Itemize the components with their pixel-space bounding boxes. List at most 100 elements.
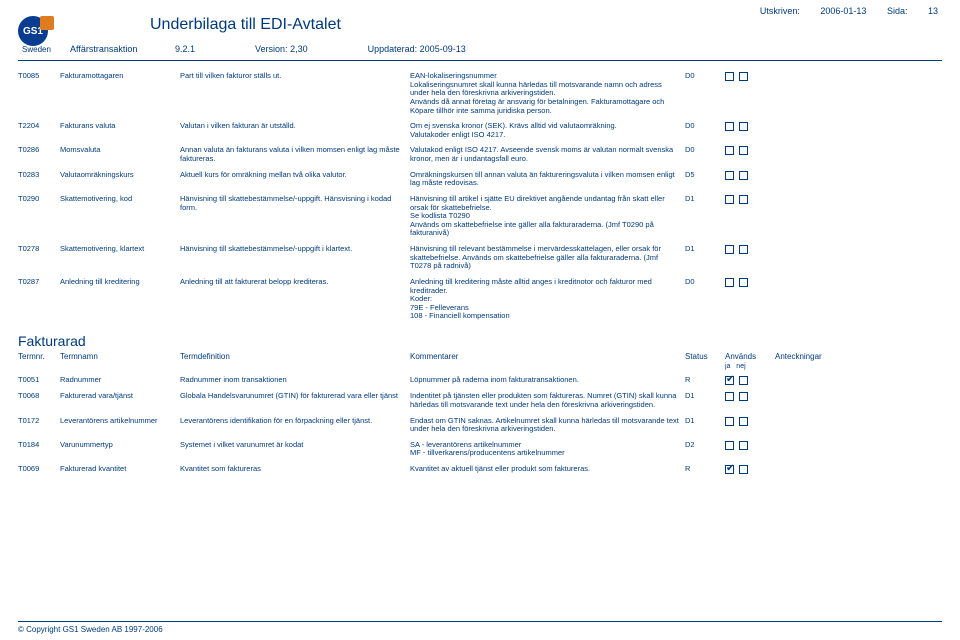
- col-anteckningar: Anteckningar: [775, 351, 942, 363]
- term-comment: EAN-lokaliseringsnummerLokaliseringsnumr…: [410, 71, 685, 121]
- checkbox-ja[interactable]: [725, 245, 734, 254]
- term-notes: [775, 170, 942, 194]
- term-comment: Endast om GTIN saknas. Artikelnumret ska…: [410, 416, 685, 440]
- checkbox-ja[interactable]: [725, 171, 734, 180]
- term-def: Valutan i vilken fakturan är utställd.: [180, 121, 410, 145]
- term-def: Kvantitet som faktureras: [180, 464, 410, 480]
- term-id: T0283: [18, 170, 60, 194]
- term-def: Anledning till att fakturerat belopp kre…: [180, 277, 410, 327]
- term-status: R: [685, 464, 725, 480]
- term-name: Fakturerad kvantitet: [60, 464, 180, 480]
- term-checks: [725, 145, 775, 169]
- checkbox-nej[interactable]: [739, 72, 748, 81]
- term-name: Skattemotivering, kod: [60, 194, 180, 244]
- term-comment: SA - leverantörens artikelnummerMF - til…: [410, 440, 685, 464]
- version-value: 2,30: [290, 44, 308, 54]
- table-row: T0085FakturamottagarenPart till vilken f…: [18, 71, 942, 121]
- term-id: T0286: [18, 145, 60, 169]
- term-checks: [725, 194, 775, 244]
- term-notes: [775, 277, 942, 327]
- header: GS1 Sweden Underbilaga till EDI-Avtalet …: [18, 16, 942, 54]
- col-def: Termdefinition: [180, 351, 410, 363]
- checkbox-nej[interactable]: [739, 278, 748, 287]
- term-comment: Hänvisning till artikel i sjätte EU dire…: [410, 194, 685, 244]
- term-checks: [725, 375, 775, 391]
- term-comment: Löpnummer på raderna inom fakturatransak…: [410, 375, 685, 391]
- page-label: Sida:: [887, 6, 908, 16]
- table-subheader-row: ja nej: [18, 363, 942, 375]
- updated-value: 2005-09-13: [420, 44, 466, 54]
- affar-label: Affärstransaktion: [70, 44, 175, 54]
- table-row: T0184VarunummertypSystemet i vilket varu…: [18, 440, 942, 464]
- term-status: D5: [685, 170, 725, 194]
- term-status: D1: [685, 194, 725, 244]
- printed-label: Utskriven:: [760, 6, 800, 16]
- term-name: Fakturamottagaren: [60, 71, 180, 121]
- term-def: Part till vilken fakturor ställs ut.: [180, 71, 410, 121]
- checkbox-nej[interactable]: [739, 441, 748, 450]
- checkbox-ja[interactable]: [725, 417, 734, 426]
- table-row: T0278Skattemotivering, klartextHänvisnin…: [18, 244, 942, 277]
- checkbox-nej[interactable]: [739, 171, 748, 180]
- term-id: T0051: [18, 375, 60, 391]
- checkbox-ja[interactable]: [725, 441, 734, 450]
- term-id: T0172: [18, 416, 60, 440]
- term-id: T0068: [18, 391, 60, 415]
- gs1-logo: GS1 Sweden: [18, 16, 62, 50]
- table-row: T0287Anledning till krediteringAnledning…: [18, 277, 942, 327]
- page-number: 13: [928, 6, 938, 16]
- terms-table-1: T0085FakturamottagarenPart till vilken f…: [18, 71, 942, 327]
- term-status: D0: [685, 71, 725, 121]
- term-def: Leverantörens identifikation för en förp…: [180, 416, 410, 440]
- term-checks: [725, 121, 775, 145]
- header-divider: [18, 60, 942, 61]
- term-checks: [725, 71, 775, 121]
- checkbox-ja[interactable]: [725, 278, 734, 287]
- term-id: T0085: [18, 71, 60, 121]
- col-termnr: Termnr.: [18, 351, 60, 363]
- page-title: Underbilaga till EDI-Avtalet: [150, 16, 942, 34]
- table-header-row: Termnr. Termnamn Termdefinition Kommenta…: [18, 351, 942, 363]
- col-komm: Kommentarer: [410, 351, 685, 363]
- checkbox-nej[interactable]: [739, 465, 748, 474]
- term-status: D1: [685, 244, 725, 277]
- checkbox-ja[interactable]: [725, 146, 734, 155]
- term-name: Anledning till kreditering: [60, 277, 180, 327]
- table-row: T0283ValutaomräkningskursAktuell kurs fö…: [18, 170, 942, 194]
- checkbox-ja[interactable]: [725, 195, 734, 204]
- logo-subtext: Sweden: [22, 45, 51, 54]
- term-comment: Kvantitet av aktuell tjänst eller produk…: [410, 464, 685, 480]
- checkbox-nej[interactable]: [739, 245, 748, 254]
- term-notes: [775, 121, 942, 145]
- col-termnamn: Termnamn: [60, 351, 180, 363]
- term-checks: [725, 391, 775, 415]
- section-title: Fakturarad: [18, 333, 942, 349]
- term-comment: Anledning till kreditering måste alltid …: [410, 277, 685, 327]
- term-status: D1: [685, 416, 725, 440]
- checkbox-ja[interactable]: [725, 122, 734, 131]
- checkbox-nej[interactable]: [739, 417, 748, 426]
- checkbox-nej[interactable]: [739, 122, 748, 131]
- col-status: Status: [685, 351, 725, 363]
- term-name: Leverantörens artikelnummer: [60, 416, 180, 440]
- checkbox-nej[interactable]: [739, 195, 748, 204]
- checkbox-ja[interactable]: [725, 465, 734, 474]
- table-row: T0068Fakturerad vara/tjänstGlobala Hande…: [18, 391, 942, 415]
- checkbox-nej[interactable]: [739, 376, 748, 385]
- checkbox-ja[interactable]: [725, 376, 734, 385]
- footer-copyright: © Copyright GS1 Sweden AB 1997-2006: [18, 621, 942, 634]
- term-notes: [775, 464, 942, 480]
- term-checks: [725, 277, 775, 327]
- term-def: Hänvisning till skattebestämmelse/-uppgi…: [180, 194, 410, 244]
- table-row: T0172Leverantörens artikelnummerLeverant…: [18, 416, 942, 440]
- term-notes: [775, 375, 942, 391]
- term-status: D0: [685, 121, 725, 145]
- term-name: Radnummer: [60, 375, 180, 391]
- checkbox-nej[interactable]: [739, 146, 748, 155]
- checkbox-ja[interactable]: [725, 72, 734, 81]
- term-notes: [775, 244, 942, 277]
- term-name: Varunummertyp: [60, 440, 180, 464]
- checkbox-ja[interactable]: [725, 392, 734, 401]
- checkbox-nej[interactable]: [739, 392, 748, 401]
- term-notes: [775, 71, 942, 121]
